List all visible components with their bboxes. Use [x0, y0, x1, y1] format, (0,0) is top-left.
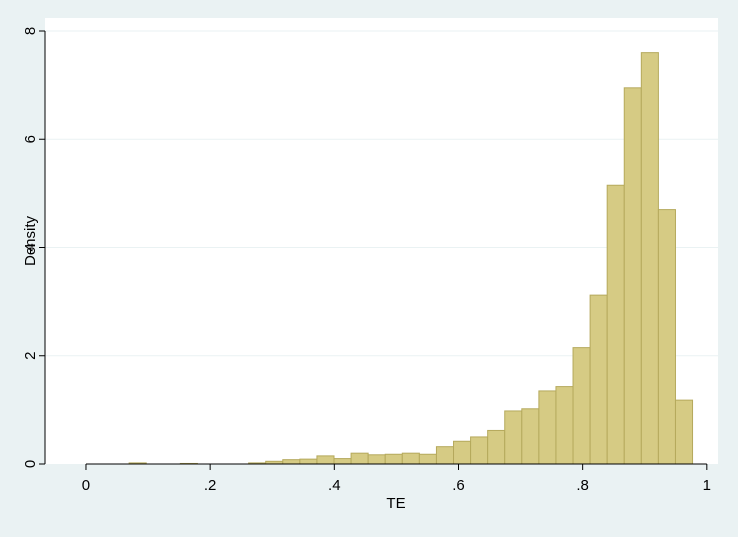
x-tick-label: 0: [82, 477, 90, 494]
bar: [589, 294, 608, 465]
bar: [282, 459, 301, 465]
y-tick-label: 0: [22, 460, 39, 468]
bar: [333, 458, 352, 465]
bar: [418, 453, 437, 465]
bar: [538, 390, 557, 465]
bar: [623, 87, 642, 465]
bar: [350, 452, 369, 465]
x-tick-label: .4: [328, 477, 341, 494]
bar: [487, 429, 506, 465]
bar: [401, 452, 420, 465]
bar: [657, 209, 676, 465]
y-axis-title: Density: [22, 215, 39, 266]
bar: [453, 440, 472, 465]
bar: [640, 52, 659, 465]
x-axis-title: TE: [386, 495, 405, 512]
bar: [316, 455, 335, 465]
bar: [384, 453, 403, 465]
bar: [470, 436, 489, 465]
bar: [299, 458, 318, 465]
bar: [435, 446, 455, 465]
bar: [555, 386, 574, 465]
y-tick-label: 6: [22, 135, 39, 143]
x-tick-label: .2: [204, 477, 217, 494]
bar: [674, 399, 694, 465]
y-tick-label: 4: [22, 243, 39, 251]
y-tick-label: 8: [22, 27, 39, 35]
y-tick-label: 2: [22, 352, 39, 360]
bar: [572, 347, 591, 465]
bar: [504, 410, 523, 465]
x-tick-label: 1: [703, 477, 711, 494]
bar: [606, 184, 625, 465]
x-tick-label: .6: [452, 477, 465, 494]
bar: [367, 454, 386, 465]
x-tick-label: .8: [576, 477, 589, 494]
bar: [521, 408, 540, 465]
